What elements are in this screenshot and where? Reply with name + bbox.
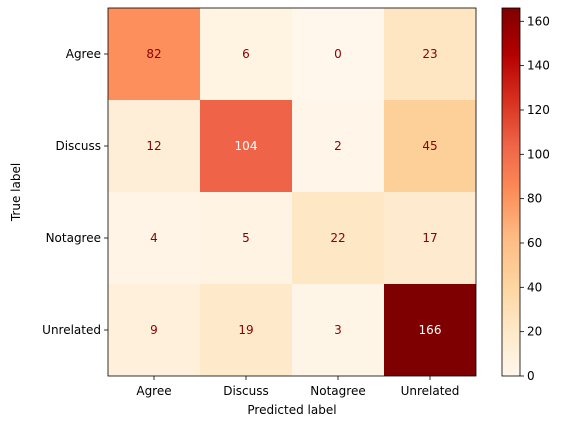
colorbar-tick-label: 100 bbox=[527, 147, 550, 161]
cell-value-label: 45 bbox=[422, 139, 437, 153]
cell-value-label: 3 bbox=[334, 323, 342, 337]
cell-value-label: 2 bbox=[334, 139, 342, 153]
colorbar-ticks: 0 20 40 60 80 100 120 140 160 bbox=[520, 14, 550, 383]
y-tick-label: Notagree bbox=[46, 231, 101, 245]
heatmap-cell bbox=[108, 192, 200, 284]
x-axis-label: Predicted label bbox=[247, 403, 336, 417]
colorbar-tick-label: 60 bbox=[527, 236, 542, 250]
y-axis: Agree Discuss Notagree Unrelated bbox=[42, 47, 108, 337]
colorbar-tick-label: 160 bbox=[527, 14, 550, 28]
cell-value-label: 5 bbox=[242, 231, 250, 245]
colorbar-tick-label: 120 bbox=[527, 103, 550, 117]
colorbar-tick-label: 20 bbox=[527, 325, 542, 339]
x-tick-label: Notagree bbox=[310, 384, 365, 398]
heatmap-cell bbox=[292, 192, 384, 284]
heatmap-cell bbox=[384, 284, 476, 376]
heatmap-cell bbox=[200, 100, 292, 192]
heatmap-cell bbox=[384, 8, 476, 100]
heatmap-cell bbox=[200, 192, 292, 284]
colorbar-tick-label: 140 bbox=[527, 59, 550, 73]
cell-value-label: 17 bbox=[422, 231, 437, 245]
heatmap-cell bbox=[384, 192, 476, 284]
y-tick-label: Agree bbox=[66, 47, 101, 61]
heatmap-cell bbox=[108, 8, 200, 100]
heatmap-cell bbox=[292, 100, 384, 192]
cell-value-label: 19 bbox=[238, 323, 253, 337]
y-tick-label: Unrelated bbox=[42, 323, 101, 337]
heatmap-cell bbox=[108, 284, 200, 376]
x-axis: Agree Discuss Notagree Unrelated bbox=[136, 376, 459, 398]
cell-value-label: 22 bbox=[330, 231, 345, 245]
plot-frame bbox=[107, 7, 477, 377]
colorbar-tick-label: 80 bbox=[527, 192, 542, 206]
cell-value-label: 23 bbox=[422, 47, 437, 61]
heatmap-cell bbox=[108, 100, 200, 192]
y-axis-label: True label bbox=[9, 163, 23, 222]
cell-value-label: 4 bbox=[150, 231, 158, 245]
cell-value-label: 104 bbox=[235, 139, 258, 153]
colorbar bbox=[501, 7, 521, 377]
cell-value-label: 166 bbox=[419, 323, 442, 337]
x-tick-label: Discuss bbox=[223, 384, 269, 398]
heatmap-cell bbox=[292, 8, 384, 100]
heatmap-cell bbox=[292, 284, 384, 376]
heatmap-cell bbox=[200, 284, 292, 376]
cell-value-label: 82 bbox=[146, 47, 161, 61]
colorbar-tick-label: 40 bbox=[527, 280, 542, 294]
x-tick-label: Unrelated bbox=[401, 384, 460, 398]
colorbar-tick-label: 0 bbox=[527, 369, 535, 383]
heatmap-cell bbox=[384, 100, 476, 192]
cell-value-label: 0 bbox=[334, 47, 342, 61]
cell-value-label: 6 bbox=[242, 47, 250, 61]
heatmap-cell bbox=[200, 8, 292, 100]
cell-value-label: 12 bbox=[146, 139, 161, 153]
y-tick-label: Discuss bbox=[55, 139, 101, 153]
x-tick-label: Agree bbox=[136, 384, 171, 398]
cell-value-label: 9 bbox=[150, 323, 158, 337]
